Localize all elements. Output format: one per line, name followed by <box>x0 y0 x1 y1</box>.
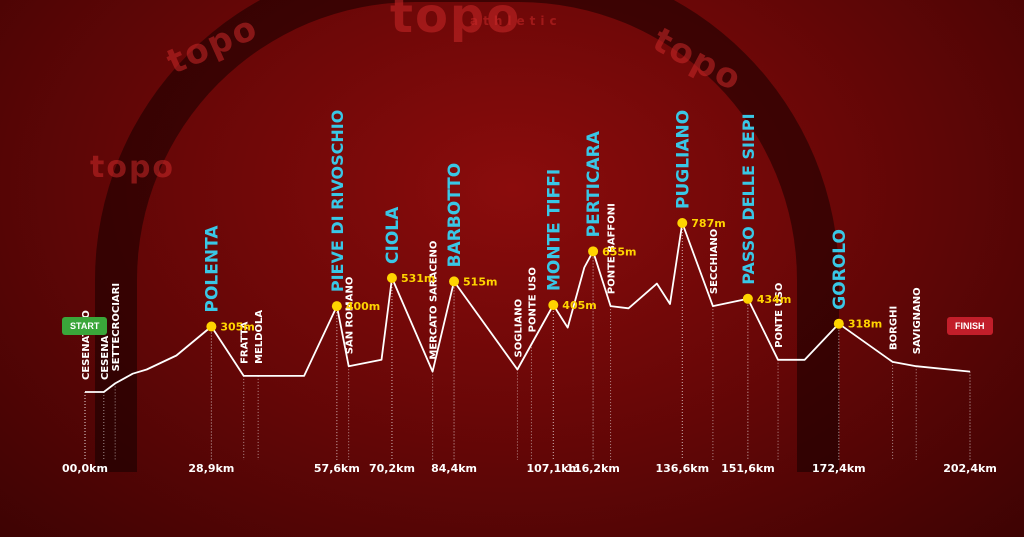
distance-tick-label: 70,2km <box>369 462 415 475</box>
place-label: CESENA <box>100 335 111 380</box>
distance-tick-label: 136,6km <box>655 462 709 475</box>
peak-marker <box>449 276 460 287</box>
start-badge: START <box>62 317 108 335</box>
peak-marker <box>386 272 397 283</box>
peak-elevation-label: 405m <box>562 299 596 312</box>
place-label: SETTECROCIARI <box>111 283 122 372</box>
place-label: PONTE USO <box>527 267 538 332</box>
peak-name-label: GOROLO <box>830 229 850 310</box>
peak-name-label: PASSO DELLE SIEPI <box>739 113 758 284</box>
peak-elevation-label: 531m <box>401 272 435 285</box>
peak-name-label: PIEVE DI RIVOSCHIO <box>328 110 347 292</box>
place-label: MELDOLA <box>254 310 265 364</box>
peak-marker <box>206 321 217 332</box>
peak-name-label: MONTE TIFFI <box>544 169 564 291</box>
distance-tick-label: 57,6km <box>314 462 360 475</box>
distance-tick-label: 116,2km <box>566 462 620 475</box>
peak-elevation-label: 305m <box>220 321 254 334</box>
place-label: PONTE USO <box>774 283 785 348</box>
place-label: MERCATO SARACENO <box>429 241 440 360</box>
peak-elevation-label: 318m <box>848 318 882 331</box>
peak-name-label: PUGLIANO <box>673 110 693 209</box>
peak-marker <box>677 218 688 228</box>
place-label: SAVIGNANO <box>912 287 923 354</box>
brand-logo-top: topo <box>390 0 522 44</box>
peak-name-label: POLENTA <box>202 225 222 313</box>
finish-badge: FINISH <box>947 317 993 335</box>
place-label: FRATTA <box>240 321 251 364</box>
place-label: BORGHI <box>889 306 900 350</box>
distance-tick-label: 172,4km <box>812 462 866 475</box>
peak-marker <box>331 301 342 312</box>
distance-tick-label: 84,4km <box>431 462 477 475</box>
peak-marker <box>548 300 559 311</box>
peak-elevation-label: 400m <box>346 300 380 313</box>
peak-name-label: CIOLA <box>383 206 403 264</box>
peak-name-label: BARBOTTO <box>445 163 465 268</box>
peak-marker <box>588 246 599 257</box>
peak-marker <box>742 293 753 304</box>
brand-logo-pillar: topo <box>90 150 176 185</box>
distance-tick-label: 107,1km <box>527 462 581 475</box>
peak-elevation-label: 787m <box>691 217 725 230</box>
distance-tick-label: 202,4km <box>943 462 997 475</box>
peak-elevation-label: 434m <box>757 293 791 306</box>
place-label: SECCHIANO <box>709 229 720 294</box>
place-label: PONTE BAFFONI <box>607 203 618 294</box>
peak-elevation-label: 515m <box>463 275 497 288</box>
peak-elevation-label: 655m <box>602 245 636 258</box>
peak-marker <box>833 318 844 329</box>
place-label: CESENATICO <box>81 310 92 380</box>
distance-tick-label: 00,0km <box>62 462 108 475</box>
brand-logo-sub: athletic <box>470 14 562 28</box>
peak-name-label: PERTICARA <box>584 130 604 237</box>
distance-tick-label: 151,6km <box>721 462 775 475</box>
distance-tick-label: 28,9km <box>188 462 234 475</box>
place-label: SAN ROMANO <box>345 277 356 355</box>
place-label: SOGLIANO <box>513 299 524 358</box>
